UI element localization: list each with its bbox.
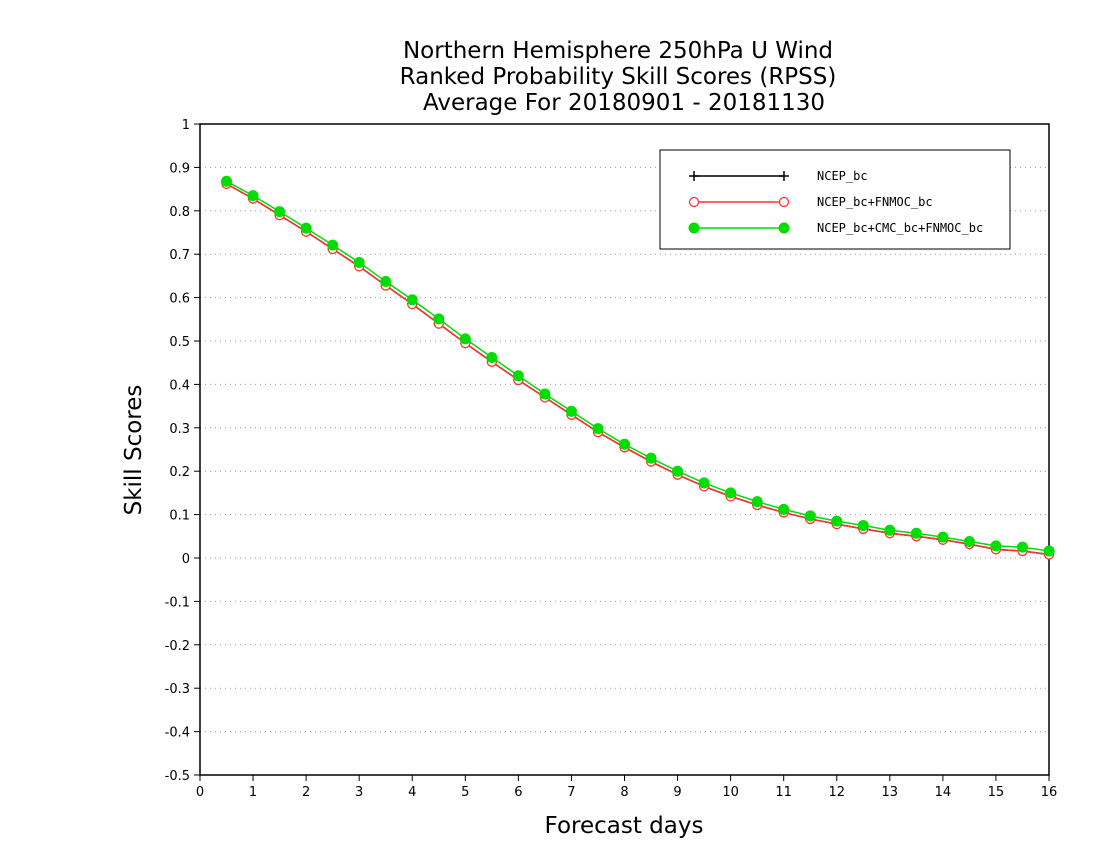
x-tick-label: 15 — [988, 785, 1005, 800]
x-tick-label: 0 — [196, 785, 204, 800]
y-tick-label: 0.9 — [169, 161, 190, 176]
data-point — [565, 405, 577, 417]
data-point — [327, 239, 339, 251]
data-point — [619, 438, 630, 450]
series-3 — [221, 175, 1055, 557]
chart-title-line-2: Ranked Probability Skill Scores (RPSS) — [400, 64, 837, 90]
data-point — [300, 222, 312, 234]
data-point — [937, 531, 949, 543]
x-tick-label: 16 — [1041, 785, 1058, 800]
legend-label: NCEP_bc+CMC_bc+FNMOC_bc — [817, 221, 983, 235]
x-tick-label: 7 — [567, 785, 575, 800]
data-point — [353, 256, 365, 268]
legend-marker — [688, 222, 700, 234]
y-tick-label: 0 — [182, 552, 190, 567]
x-tick-label: 6 — [514, 785, 522, 800]
data-point — [539, 388, 551, 400]
data-point — [910, 527, 922, 539]
y-tick-label: -0.2 — [165, 639, 190, 654]
x-tick-labels: 0 1 2 3 4 5 6 7 8 9 10 11 12 13 14 15 16 — [196, 785, 1057, 800]
data-point — [221, 175, 233, 187]
x-tick-label: 2 — [302, 785, 310, 800]
x-tick-label: 14 — [935, 785, 952, 800]
y-tick-label: 0.6 — [169, 292, 190, 307]
y-tick-label: -0.5 — [165, 769, 190, 784]
x-tick-label: 11 — [775, 785, 792, 800]
x-tick-label: 12 — [828, 785, 845, 800]
data-point — [247, 190, 259, 202]
y-tick-label: -0.3 — [165, 682, 190, 697]
legend-marker — [688, 196, 700, 208]
data-point — [857, 519, 869, 531]
legend-marker — [779, 171, 789, 181]
y-tick-labels: 1 0.9 0.8 0.7 0.6 0.5 0.4 0.3 0.2 0.1 0 -0.1 -0.2 -0.… — [165, 118, 190, 784]
y-tick-label: 0.2 — [169, 465, 190, 480]
data-point — [698, 477, 710, 489]
y-tick-label: 0.7 — [169, 248, 190, 263]
data-point — [1016, 541, 1028, 553]
y-tick-label: 0.4 — [169, 378, 190, 393]
legend-marker — [778, 196, 790, 208]
x-tick-label: 8 — [620, 785, 628, 800]
data-point — [486, 351, 498, 363]
axes — [194, 123, 1050, 781]
y-tick-label: 0.8 — [169, 205, 190, 220]
legend: NCEP_bc NCEP_bc+FNMOC_bc NCEP_bc+CMC_bc+FN… — [659, 149, 1011, 250]
chart-title-line-1: Northern Hemisphere 250hPa U Wind — [403, 38, 833, 64]
data-point — [512, 370, 524, 382]
data-point — [990, 540, 1002, 552]
chart-title-line-3: Average For 20180901 - 20181130 — [423, 90, 825, 116]
legend-item: NCEP_bc+FNMOC_bc — [688, 195, 933, 209]
legend-item: NCEP_bc+CMC_bc+FNMOC_bc — [688, 221, 983, 235]
legend-label: NCEP_bc+FNMOC_bc — [817, 195, 933, 209]
legend-box — [659, 149, 1011, 250]
data-series — [221, 175, 1055, 560]
legend-marker — [778, 222, 790, 234]
data-point — [884, 524, 896, 536]
data-point — [778, 503, 790, 515]
x-tick-label: 1 — [249, 785, 257, 800]
x-tick-label: 3 — [355, 785, 363, 800]
y-axis-label: Skill Scores — [121, 385, 147, 516]
legend-item: NCEP_bc — [689, 169, 868, 183]
data-point — [1043, 545, 1055, 557]
x-tick-label: 4 — [408, 785, 416, 800]
y-tick-label: 0.3 — [169, 422, 190, 437]
data-point — [725, 487, 737, 499]
data-point — [645, 452, 657, 464]
data-point — [672, 465, 684, 477]
data-point — [963, 536, 975, 548]
x-tick-label: 10 — [722, 785, 739, 800]
y-tick-label: 0.1 — [169, 509, 190, 524]
data-point — [274, 206, 286, 218]
x-axis-label: Forecast days — [545, 813, 704, 839]
legend-label: NCEP_bc — [817, 169, 868, 183]
y-tick-label: -0.4 — [165, 726, 190, 741]
x-tick-label: 5 — [461, 785, 469, 800]
x-tick-label: 9 — [673, 785, 681, 800]
data-point — [459, 333, 471, 345]
data-point — [804, 510, 816, 522]
data-point — [406, 294, 418, 306]
chart-title: Northern Hemisphere 250hPa U Wind Ranked… — [400, 38, 837, 116]
y-tick-label: 1 — [182, 118, 190, 133]
x-tick-label: 13 — [882, 785, 899, 800]
data-point — [831, 515, 843, 527]
y-tick-label: -0.1 — [165, 595, 190, 610]
legend-marker — [689, 171, 699, 181]
data-point — [433, 313, 445, 325]
data-point — [751, 496, 763, 508]
data-point — [380, 276, 392, 288]
y-tick-label: 0.5 — [169, 335, 190, 350]
data-point — [592, 423, 604, 435]
